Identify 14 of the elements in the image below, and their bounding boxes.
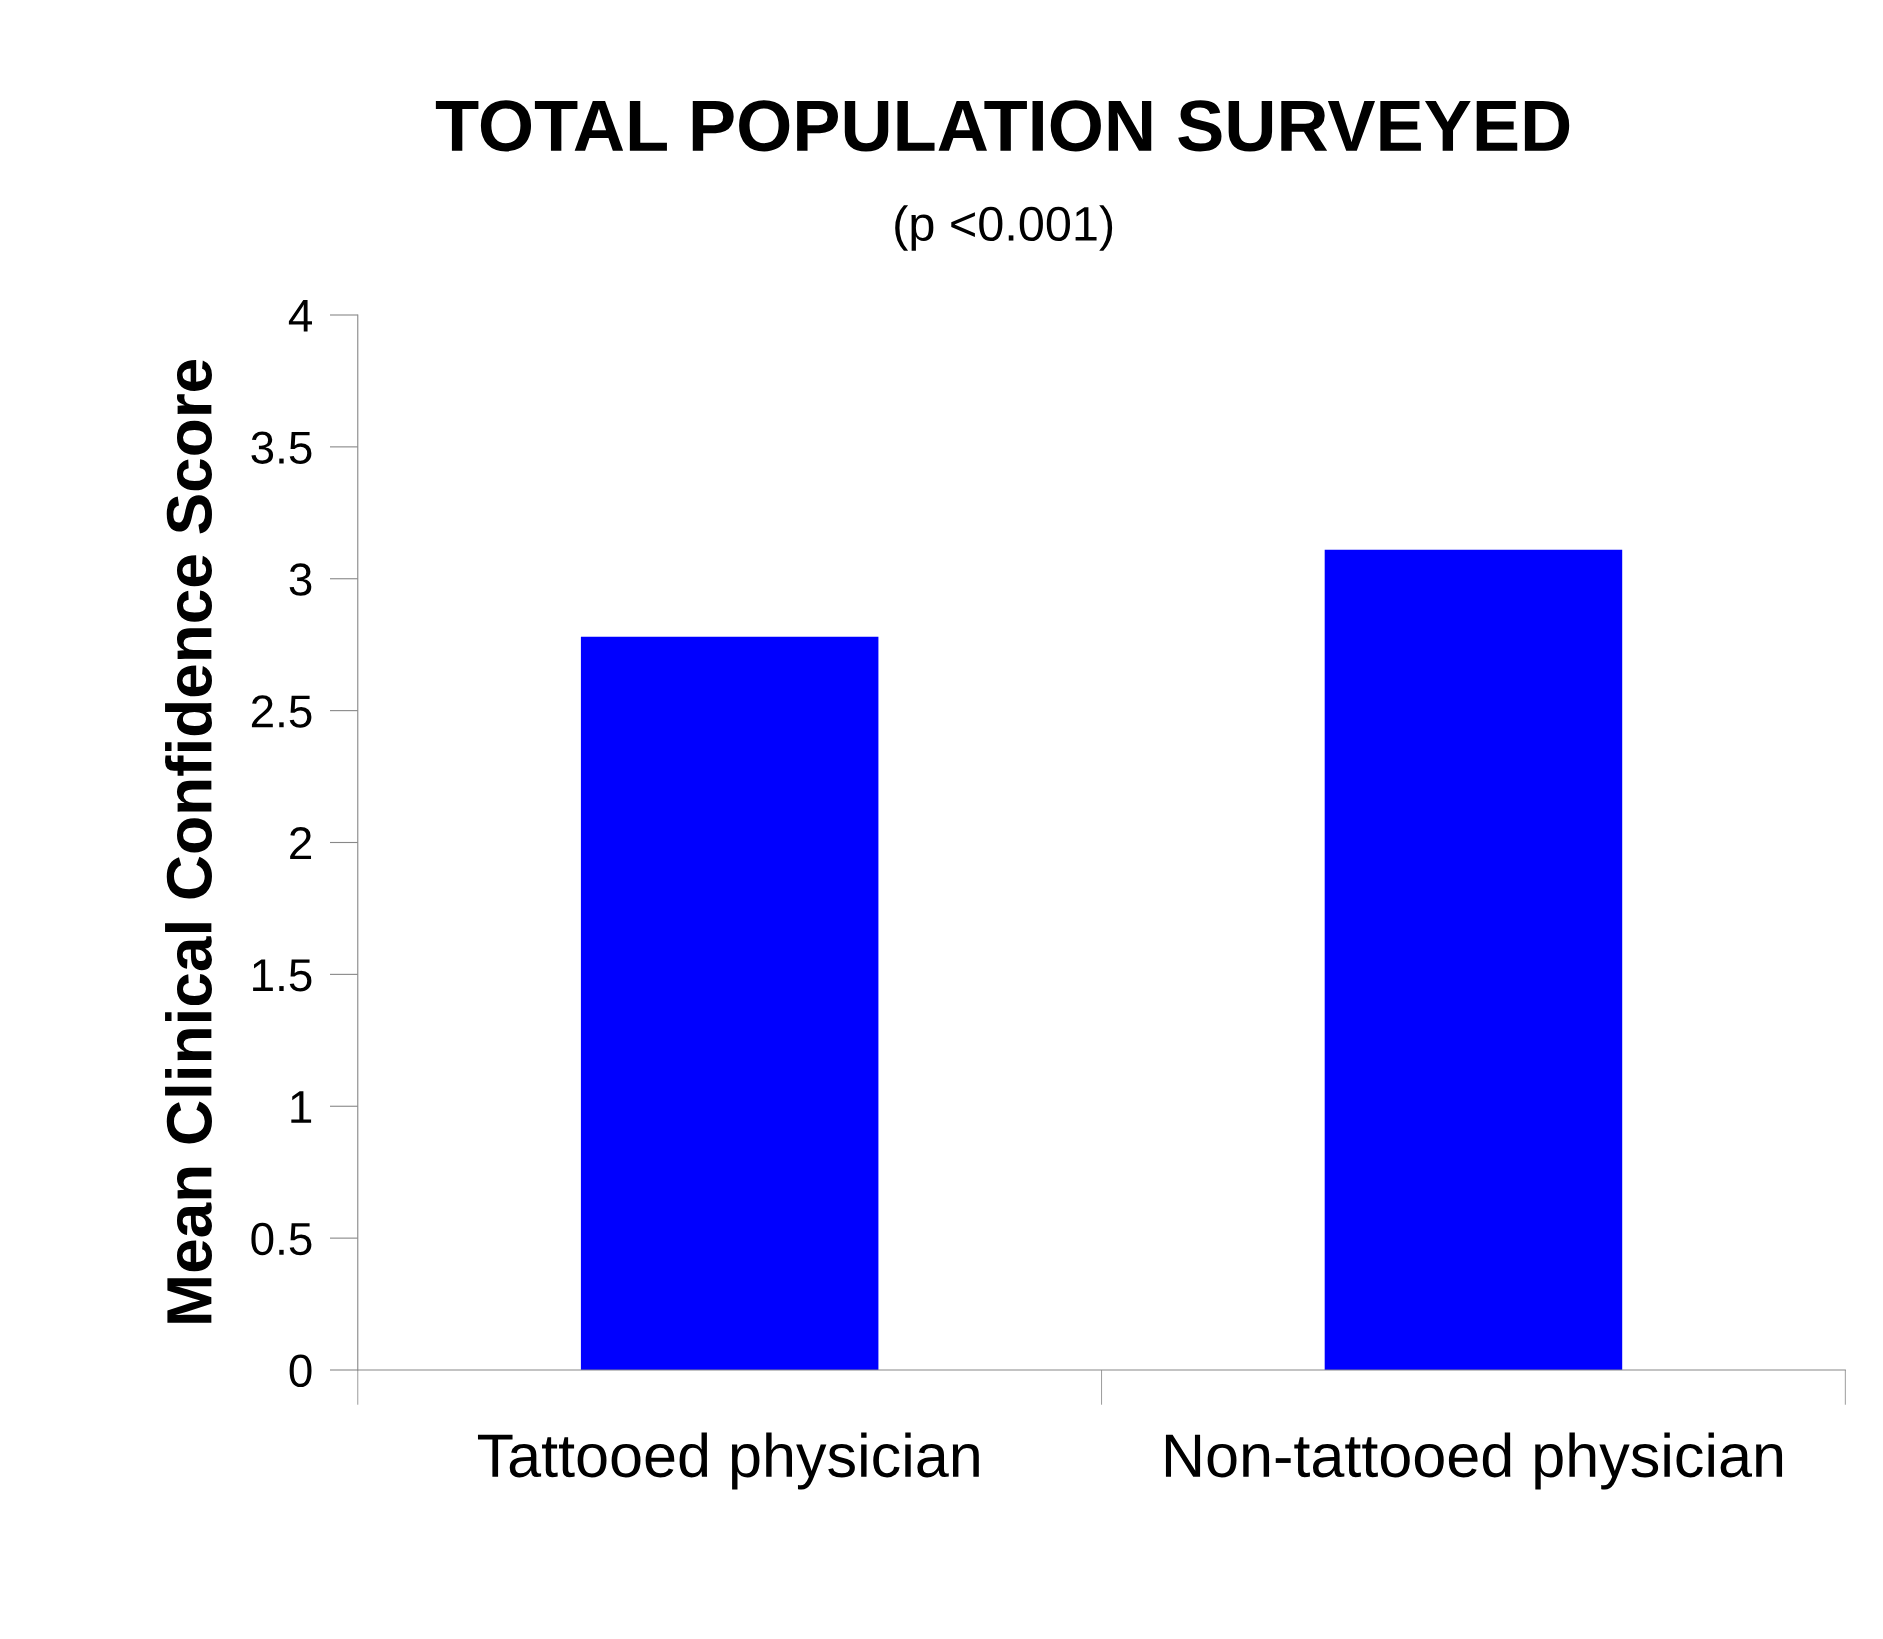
x-tick-label: Tattooed physician bbox=[477, 1432, 979, 1490]
y-tick-label: 3.5 bbox=[251, 431, 312, 464]
y-tick-label: 1 bbox=[291, 1091, 312, 1123]
y-tick-label: 2.5 bbox=[251, 695, 312, 728]
x-tick-label: Non-tattooed physician bbox=[1165, 1432, 1783, 1490]
y-tick-label: 0.5 bbox=[251, 1222, 312, 1256]
y-axis-title: Mean Clinical Confidence Score bbox=[165, 360, 212, 1323]
y-tick-label: 0 bbox=[289, 1354, 312, 1388]
y-tick-label: 4 bbox=[288, 300, 312, 332]
y-tick-label: 2 bbox=[290, 827, 312, 860]
chart-title: TOTAL POPULATION SURVEYED bbox=[435, 100, 1570, 152]
y-tick-label: 3 bbox=[289, 563, 312, 596]
y-tick-label: 1.5 bbox=[253, 959, 312, 992]
chart-subtitle: (p <0.001) bbox=[895, 205, 1113, 251]
